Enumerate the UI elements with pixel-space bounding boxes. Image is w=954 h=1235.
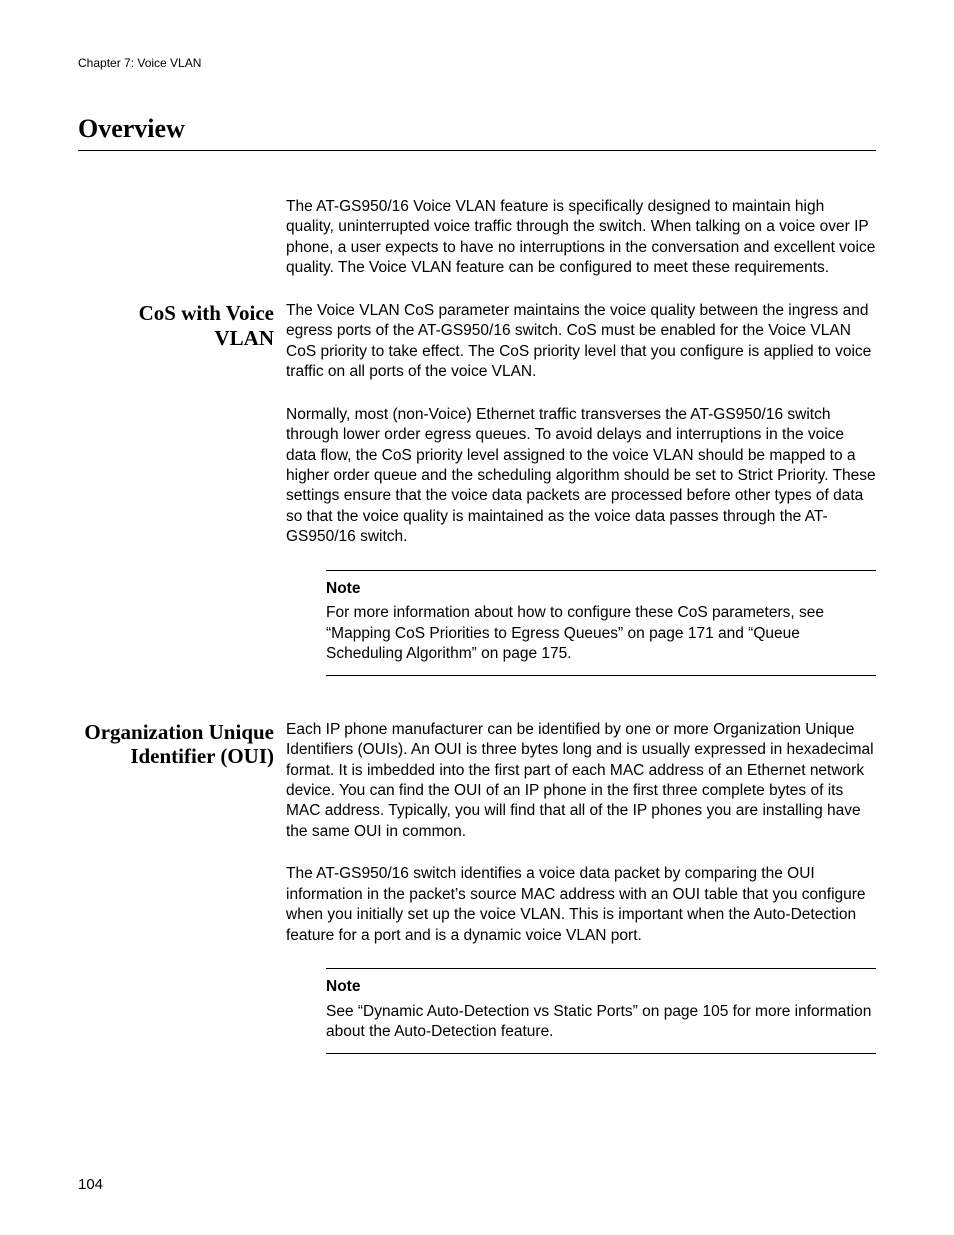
content-area: The AT-GS950/16 Voice VLAN feature is sp… [78,197,876,1076]
oui-paragraph-1: Each IP phone manufacturer can be identi… [286,720,876,843]
oui-row: Organization Unique Identifier (OUI) Eac… [78,720,876,1076]
oui-note-block: Note See “Dynamic Auto-Detection vs Stat… [326,968,876,1053]
cos-note-block: Note For more information about how to c… [326,570,876,676]
cos-paragraph-2: Normally, most (non-Voice) Ethernet traf… [286,405,876,548]
intro-row: The AT-GS950/16 Voice VLAN feature is sp… [78,197,876,279]
oui-heading: Organization Unique Identifier (OUI) [78,720,286,770]
intro-paragraph: The AT-GS950/16 Voice VLAN feature is sp… [286,197,876,279]
section-title: Overview [78,114,876,151]
cos-row: CoS with Voice VLAN The Voice VLAN CoS p… [78,301,876,698]
page-number: 104 [78,1176,103,1193]
oui-note-text: See “Dynamic Auto-Detection vs Static Po… [326,1002,876,1043]
page: Chapter 7: Voice VLAN Overview The AT-GS… [0,0,954,1235]
cos-heading: CoS with Voice VLAN [78,301,286,351]
cos-body: The Voice VLAN CoS parameter maintains t… [286,301,876,698]
cos-note-label: Note [326,579,876,599]
oui-note-label: Note [326,977,876,997]
oui-paragraph-2: The AT-GS950/16 switch identifies a voic… [286,864,876,946]
intro-body: The AT-GS950/16 Voice VLAN feature is sp… [286,197,876,279]
cos-note-text: For more information about how to config… [326,603,876,664]
cos-paragraph-1: The Voice VLAN CoS parameter maintains t… [286,301,876,383]
chapter-header: Chapter 7: Voice VLAN [78,56,876,70]
oui-body: Each IP phone manufacturer can be identi… [286,720,876,1076]
